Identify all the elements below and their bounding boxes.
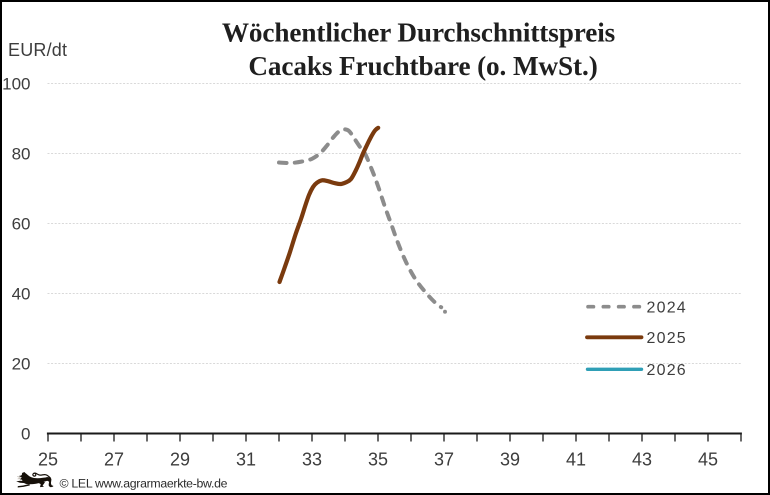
svg-text:35: 35 [368,450,388,470]
svg-text:37: 37 [434,450,454,470]
svg-text:Wöchentlicher Durchschnittspre: Wöchentlicher Durchschnittspreis [222,18,615,48]
svg-text:80: 80 [12,145,31,164]
svg-text:25: 25 [38,450,58,470]
svg-text:31: 31 [236,450,256,470]
svg-text:43: 43 [632,450,652,470]
svg-text:2024: 2024 [647,299,687,316]
svg-text:60: 60 [12,215,31,234]
svg-text:© LEL www.agrarmaerkte-bw.de: © LEL www.agrarmaerkte-bw.de [60,477,228,491]
svg-text:100: 100 [2,75,30,94]
svg-text:27: 27 [104,450,124,470]
svg-text:39: 39 [500,450,520,470]
svg-text:20: 20 [12,355,31,374]
svg-text:2025: 2025 [647,330,687,347]
svg-text:45: 45 [698,450,718,470]
svg-text:29: 29 [170,450,190,470]
svg-text:41: 41 [566,450,586,470]
svg-text:33: 33 [302,450,322,470]
svg-text:0: 0 [21,425,30,444]
svg-text:Cacaks Fruchtbare (o. MwSt.): Cacaks Fruchtbare (o. MwSt.) [248,51,597,81]
svg-text:EUR/dt: EUR/dt [8,40,67,60]
svg-text:40: 40 [12,285,31,304]
svg-text:2026: 2026 [647,362,687,379]
